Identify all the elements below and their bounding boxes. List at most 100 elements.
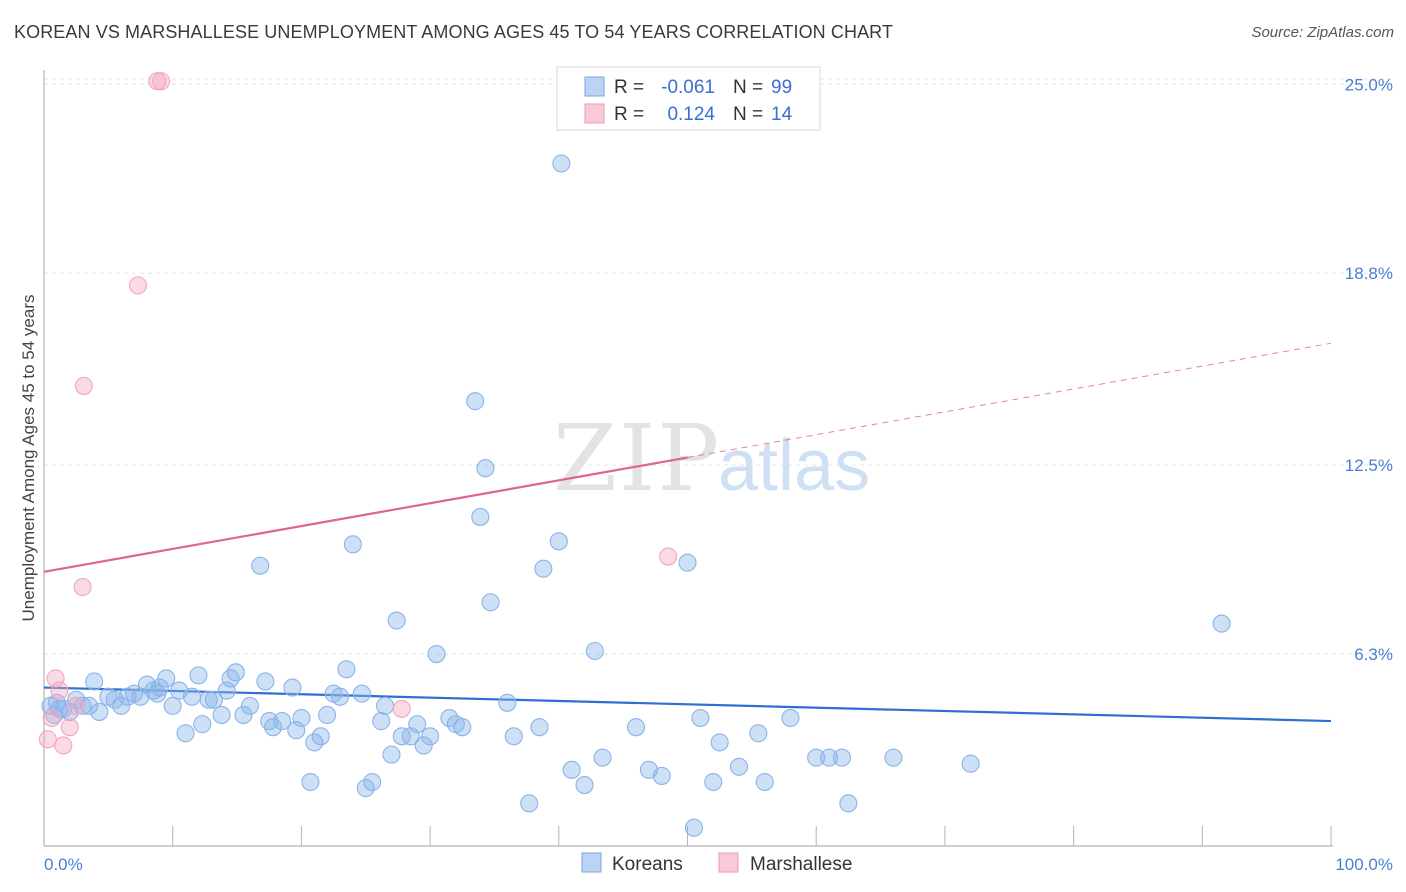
y-tick-label: 12.5% — [1345, 456, 1393, 475]
point-koreans — [343, 535, 362, 554]
y-tick-label: 18.8% — [1345, 264, 1393, 283]
point-koreans — [684, 818, 703, 837]
point-koreans — [283, 678, 302, 697]
point-koreans — [832, 748, 851, 767]
point-koreans — [311, 727, 330, 746]
point-koreans — [549, 532, 568, 551]
point-koreans — [234, 705, 253, 725]
point-marshallese — [54, 736, 73, 755]
point-marshallese — [74, 376, 93, 395]
point-koreans — [157, 669, 176, 688]
point-koreans — [387, 611, 406, 630]
point-koreans — [363, 772, 382, 792]
point-koreans — [530, 718, 549, 737]
point-marshallese — [659, 547, 678, 566]
point-koreans — [182, 687, 202, 706]
point-marshallese — [67, 696, 86, 715]
legend-r-label-marshallese: R = — [614, 104, 644, 125]
point-koreans — [710, 733, 729, 752]
point-koreans — [150, 678, 169, 697]
point-marshallese — [60, 718, 79, 737]
series-legend-swatch-koreans — [581, 852, 602, 873]
series-legend-swatch-marshallese — [718, 852, 739, 873]
point-koreans — [839, 794, 858, 813]
x-tick-label-max: 100.0% — [1335, 855, 1393, 874]
point-koreans — [626, 718, 646, 737]
point-koreans — [382, 745, 401, 764]
legend-n-label-marshallese: N = — [733, 104, 763, 125]
point-koreans — [884, 748, 903, 767]
point-koreans — [318, 705, 337, 725]
chart-title: KOREAN VS MARSHALLESE UNEMPLOYMENT AMONG… — [14, 22, 894, 42]
stats-legend: R = -0.061 N = 99 R = 0.124 N = 14 — [556, 66, 821, 131]
point-koreans — [292, 708, 311, 728]
series-legend-label-koreans: Koreans — [612, 854, 683, 875]
point-koreans — [471, 507, 490, 526]
point-marshallese — [38, 730, 57, 749]
point-marshallese — [128, 276, 148, 295]
point-koreans — [520, 794, 539, 813]
watermark-atlas: atlas — [718, 426, 870, 506]
point-koreans — [301, 772, 320, 792]
point-koreans — [240, 696, 259, 715]
point-koreans — [552, 154, 571, 173]
point-koreans — [264, 718, 283, 737]
legend-n-label-koreans: N = — [733, 77, 763, 98]
trend-line-marshallese — [43, 456, 688, 573]
watermark: ZIP atlas — [553, 405, 870, 512]
point-koreans — [755, 772, 774, 792]
point-koreans — [176, 724, 195, 743]
legend-swatch-koreans — [584, 76, 605, 97]
point-koreans — [163, 696, 182, 715]
point-koreans — [330, 687, 350, 706]
legend-r-value-koreans: -0.061 — [661, 77, 715, 98]
point-koreans — [273, 712, 292, 731]
point-koreans — [749, 724, 768, 743]
point-koreans — [504, 727, 523, 746]
point-koreans — [704, 772, 723, 792]
point-koreans — [337, 660, 356, 679]
point-koreans — [585, 641, 604, 661]
series-legend: Koreans Marshallese — [581, 852, 852, 875]
point-koreans — [481, 593, 500, 612]
point-koreans — [534, 559, 553, 578]
trend-line-extension-marshallese — [687, 342, 1332, 459]
legend-swatch-marshallese — [584, 103, 605, 124]
point-koreans — [691, 708, 710, 728]
legend-r-value-marshallese: 0.124 — [667, 104, 715, 125]
point-koreans — [575, 776, 594, 795]
point-koreans — [807, 748, 826, 767]
axes — [43, 70, 1333, 847]
point-koreans — [593, 748, 612, 767]
point-koreans — [476, 459, 495, 478]
point-koreans — [73, 696, 92, 715]
x-axis-ticks — [43, 826, 1332, 846]
point-koreans — [414, 736, 433, 755]
point-koreans — [781, 708, 800, 728]
point-koreans — [498, 693, 517, 712]
y-axis-tick-labels: 6.3% 12.5% 18.8% 25.0% — [1345, 75, 1393, 664]
point-koreans — [427, 644, 446, 664]
y-tick-label: 6.3% — [1354, 645, 1393, 664]
gridlines — [44, 78, 1393, 655]
y-tick-label: 25.0% — [1345, 75, 1393, 94]
y-axis-title: Unemployment Among Ages 45 to 54 years — [19, 295, 38, 622]
trend-lines — [43, 342, 1332, 723]
source-label: Source: ZipAtlas.com — [1251, 24, 1394, 41]
point-koreans — [453, 718, 472, 737]
point-marshallese — [50, 681, 69, 700]
point-koreans — [217, 681, 236, 700]
point-koreans — [376, 696, 395, 715]
data-points — [38, 72, 1231, 837]
point-marshallese — [46, 669, 65, 688]
point-koreans — [226, 663, 245, 682]
point-marshallese — [148, 72, 167, 91]
point-koreans — [678, 553, 697, 572]
point-koreans — [251, 556, 270, 575]
point-koreans — [372, 712, 391, 731]
watermark-zip: ZIP — [553, 405, 721, 512]
point-koreans — [408, 715, 427, 734]
point-koreans — [652, 766, 671, 785]
point-koreans — [193, 715, 212, 734]
